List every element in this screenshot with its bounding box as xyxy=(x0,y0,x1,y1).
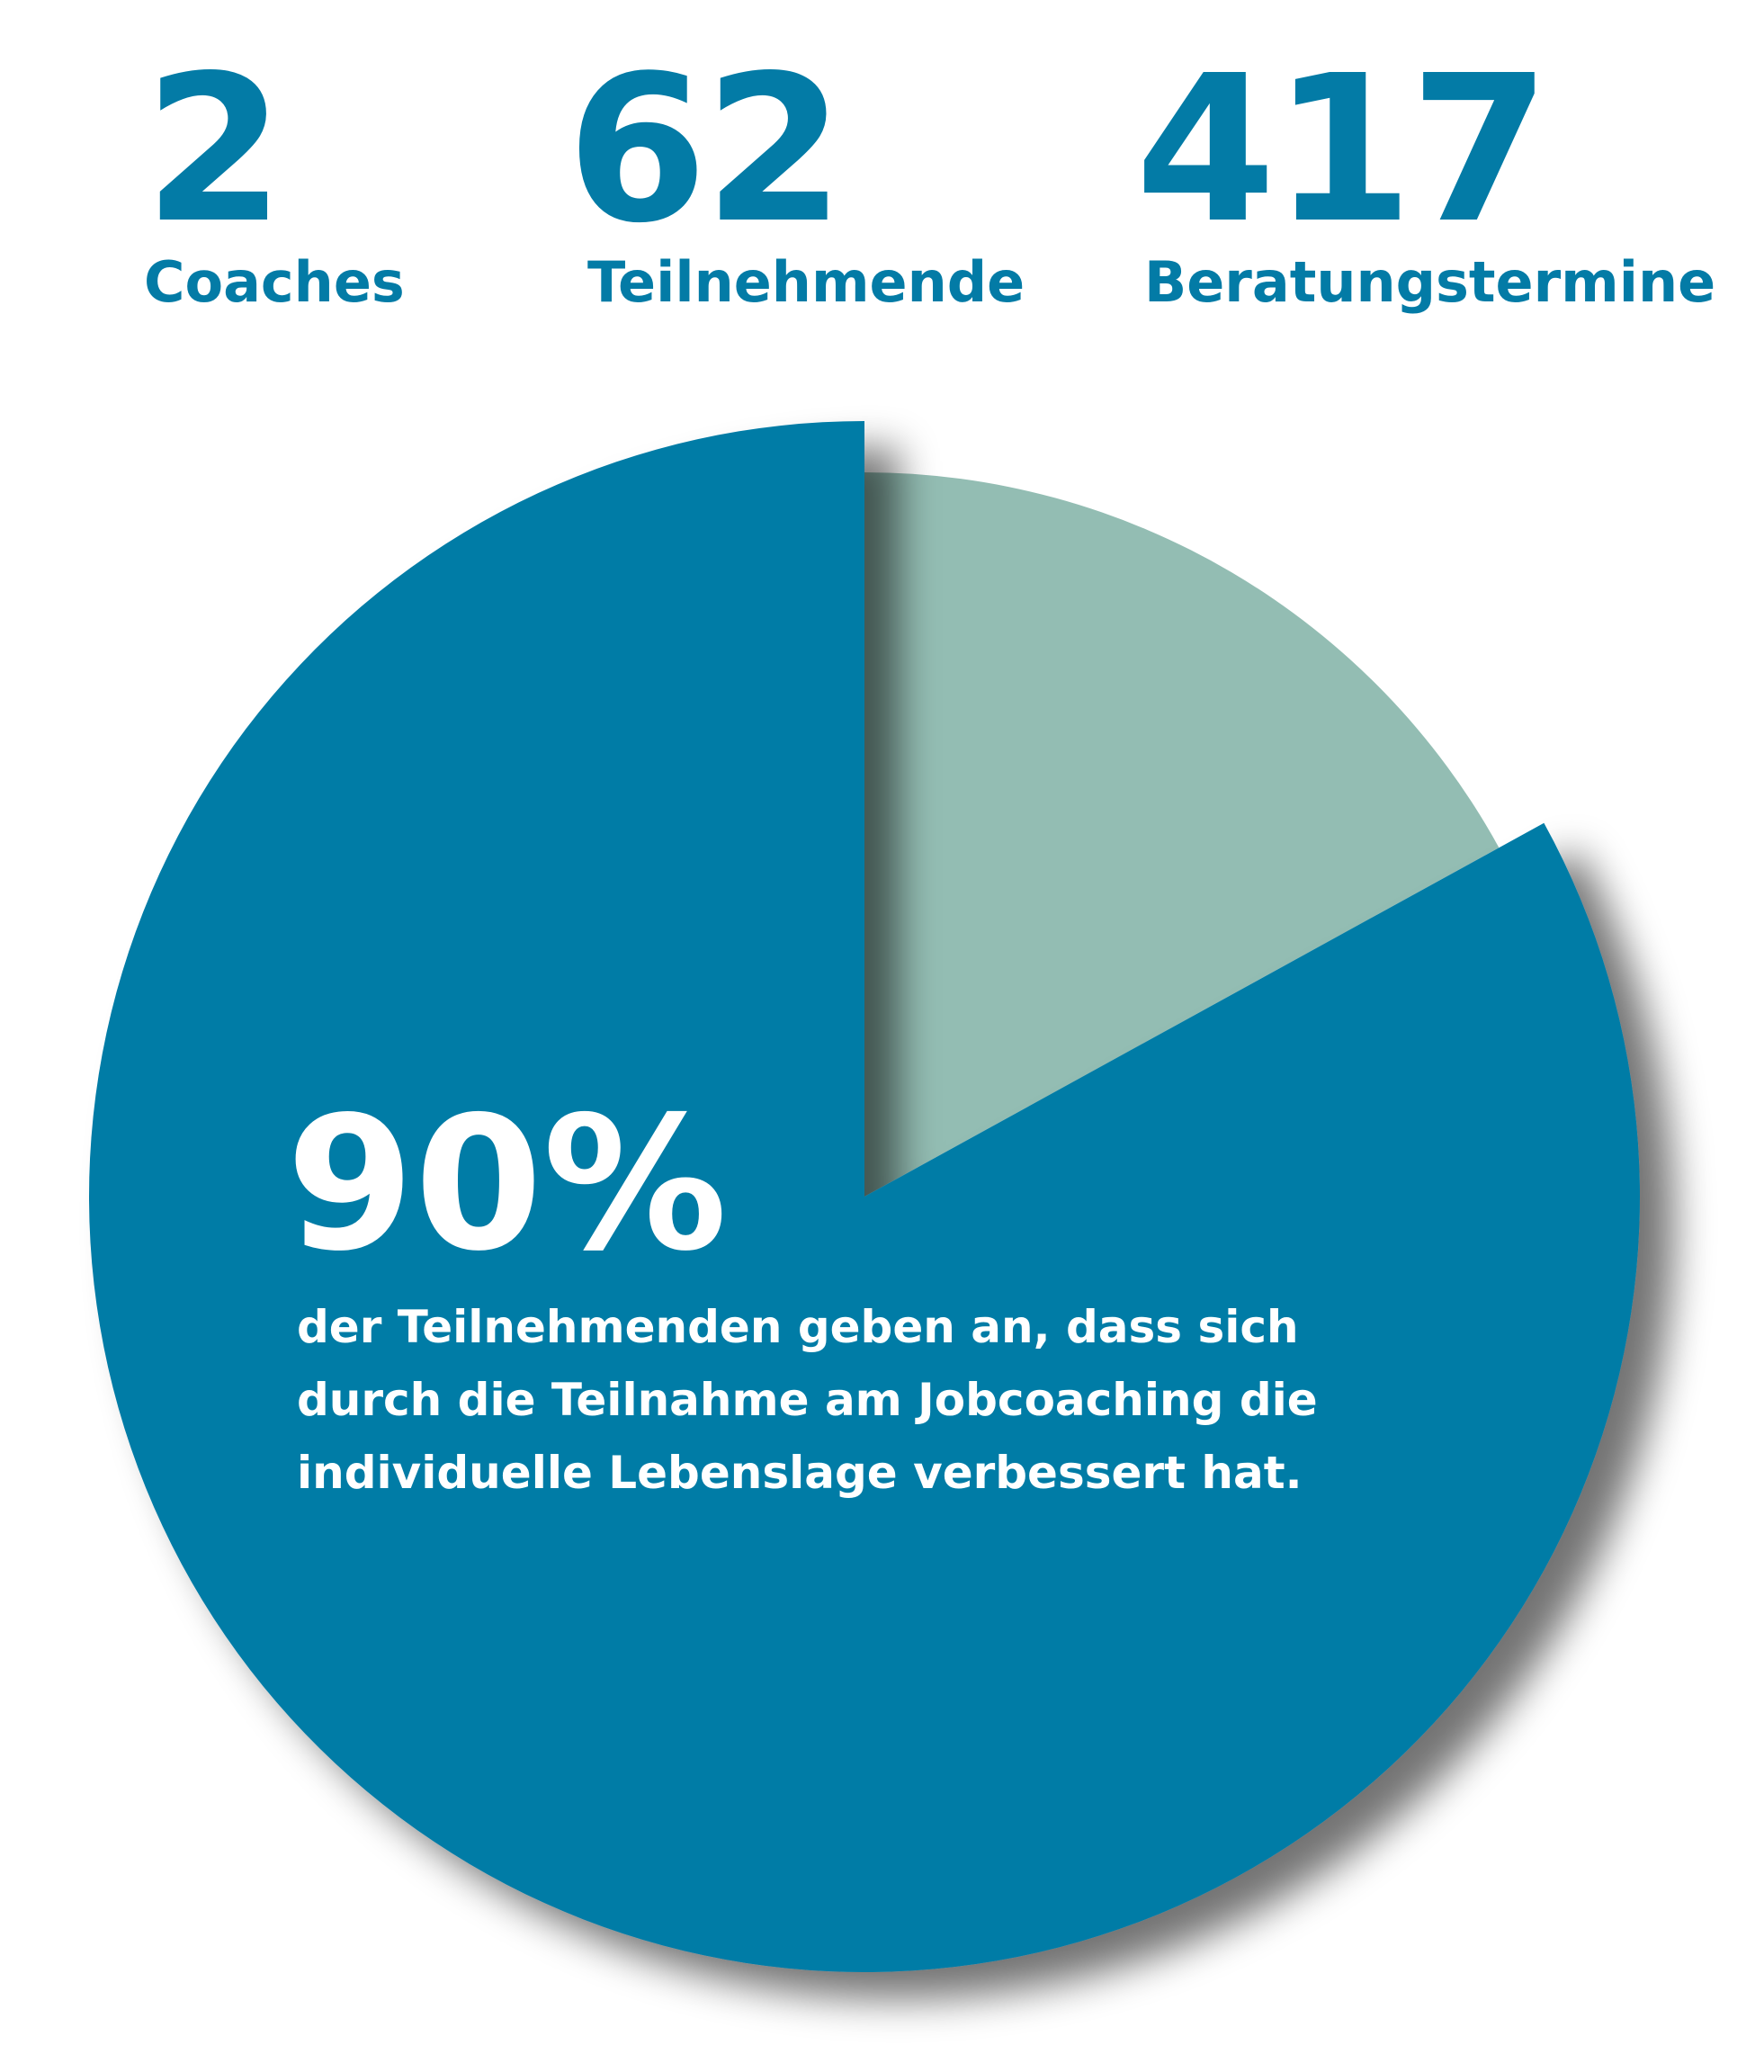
stat-label: Coaches xyxy=(144,249,405,315)
highlight-text: der Teilnehmenden geben an, dass sich du… xyxy=(297,1291,1466,1510)
stat-appointments: 417 xyxy=(1135,32,1551,268)
highlight-line: durch die Teilnahme am Jobcoaching die xyxy=(297,1374,1318,1426)
pie-slice-primary xyxy=(88,421,1641,1972)
highlight-percent: 90% xyxy=(286,1078,728,1292)
stat-participants: 62 xyxy=(567,32,845,268)
pie-slice-secondary xyxy=(864,472,1500,1197)
stat-label: Beratungstermine xyxy=(1144,249,1716,315)
stat-participants-label-wrap: Teilnehmende xyxy=(587,255,1025,310)
highlight-line: der Teilnehmenden geben an, dass sich xyxy=(297,1301,1299,1353)
highlight-line: individuelle Lebenslage verbessert hat. xyxy=(297,1447,1303,1499)
stat-value: 2 xyxy=(144,32,285,268)
stat-value: 417 xyxy=(1135,32,1551,268)
stat-coaches-label-wrap: Coaches xyxy=(144,255,405,310)
stat-coaches: 2 xyxy=(144,32,285,268)
stat-label: Teilnehmende xyxy=(587,249,1025,315)
stat-appointments-label-wrap: Beratungstermine xyxy=(1144,255,1715,310)
stat-value: 62 xyxy=(567,32,845,268)
